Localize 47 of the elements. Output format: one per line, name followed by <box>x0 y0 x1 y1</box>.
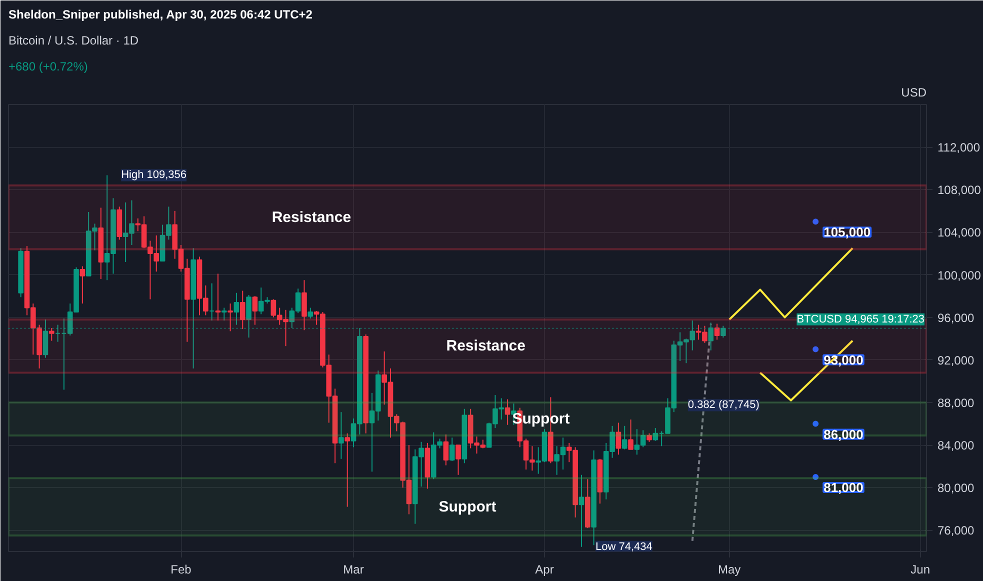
candlestick <box>234 292 240 326</box>
candlestick <box>456 444 461 476</box>
ref-line-label: BTCUSD 94,965 19:17:23 <box>796 313 925 326</box>
x-tick-label: May <box>718 562 741 576</box>
annotation: High 109,356 <box>121 169 187 182</box>
band-label: Resistance <box>446 338 526 355</box>
candlestick <box>578 474 584 548</box>
x-tick-label: Feb <box>170 562 192 576</box>
x-tick-label: Mar <box>343 562 364 576</box>
chart-title: Bitcoin / U.S. Dollar · 1D <box>8 34 139 48</box>
y-tick-label: 112,000 <box>938 140 980 155</box>
y-tick-label: 80,000 <box>938 481 975 496</box>
candlestick <box>714 323 720 340</box>
text: Sheldon_Sniper published, Apr 30, 2025 06:42 UTC+2 <box>8 8 313 22</box>
x-tick-label: Jun <box>910 562 930 576</box>
candlestick <box>449 437 455 462</box>
y-tick-label: 88,000 <box>938 396 975 410</box>
candlestick <box>344 432 350 508</box>
candlestick <box>443 434 449 466</box>
y-tick-label: 84,000 <box>938 438 975 453</box>
annotation: Low 74,434 <box>595 540 652 553</box>
candlestick <box>80 266 86 304</box>
candlestick <box>215 273 221 322</box>
x-tick-label: Apr <box>535 562 554 576</box>
candlestick <box>616 422 622 456</box>
candlestick <box>228 303 233 332</box>
candlestick <box>504 398 510 426</box>
candlestick <box>302 280 307 331</box>
y-tick-label: 96,000 <box>938 310 975 325</box>
candlestick <box>240 290 246 330</box>
candlestick <box>221 307 227 322</box>
y-tick-label: 76,000 <box>938 524 975 538</box>
y-tick-label: 104,000 <box>938 226 982 240</box>
candlestick <box>308 307 314 319</box>
candlestick <box>622 425 628 450</box>
band-label: Support <box>438 498 496 516</box>
candlestick <box>338 412 344 460</box>
candlestick <box>48 328 54 342</box>
annotation: 0.382 (87,745) <box>688 399 760 412</box>
band-label: Resistance <box>272 208 352 226</box>
y-tick-label: 92,000 <box>938 353 975 368</box>
y-tick-label: 100,000 <box>938 268 982 282</box>
candlestick <box>628 419 634 450</box>
y-tick-label: 108,000 <box>938 183 982 198</box>
y-axis-title: USD <box>901 86 927 100</box>
candlestick <box>252 296 258 326</box>
chart-subtitle: +680 (+0.72%) <box>8 60 88 74</box>
